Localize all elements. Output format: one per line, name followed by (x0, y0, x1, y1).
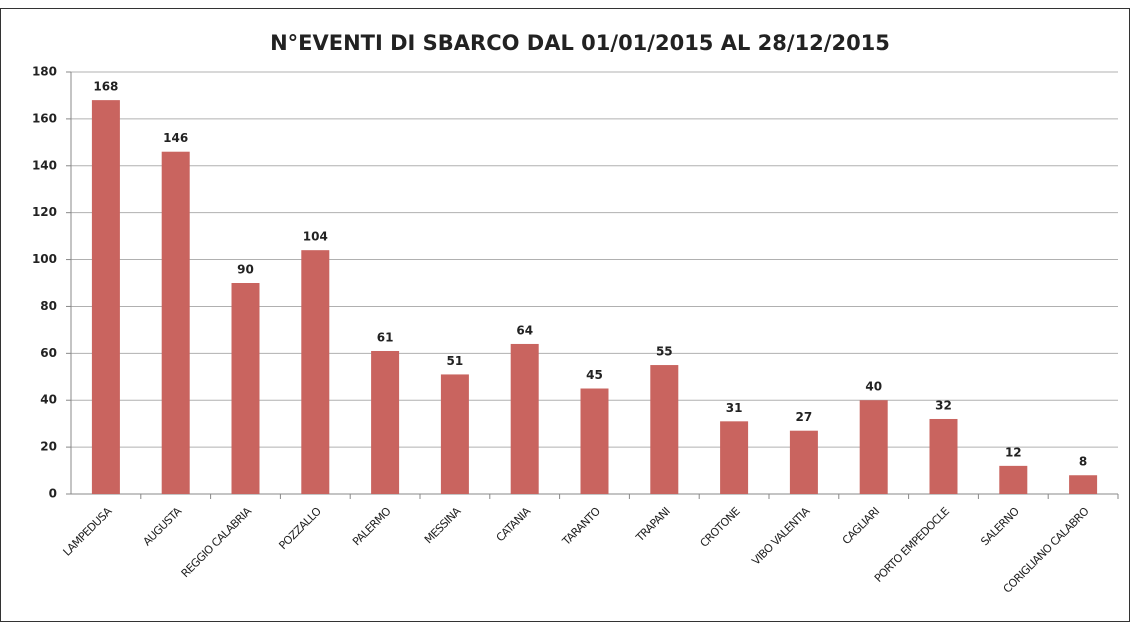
x-tick-label: LAMPEDUSA (61, 504, 115, 558)
y-tick-label: 100 (32, 252, 57, 266)
data-label: 55 (656, 345, 673, 359)
x-tick-label: MESSINA (422, 504, 464, 546)
data-label: 12 (1005, 445, 1022, 459)
bar (440, 374, 469, 494)
data-label: 8 (1079, 455, 1087, 469)
y-tick-label: 80 (40, 299, 57, 313)
data-label: 64 (516, 323, 533, 337)
data-label: 32 (935, 398, 952, 412)
data-label: 168 (93, 80, 118, 94)
data-label: 104 (303, 230, 328, 244)
bar (789, 430, 818, 494)
bar (999, 465, 1028, 494)
x-tick-label: POZZALLO (276, 504, 324, 552)
data-label: 31 (726, 401, 743, 415)
x-tick-label: TARANTO (559, 504, 603, 548)
x-tick-label: AUGUSTA (141, 504, 185, 548)
data-label: 61 (377, 330, 394, 344)
data-label: 45 (586, 368, 603, 382)
data-label: 146 (163, 131, 188, 145)
bar (1069, 475, 1098, 494)
y-tick-label: 60 (40, 346, 57, 360)
bar (161, 151, 190, 494)
x-tick-label: PORTO EMPEDOCLE (872, 505, 952, 585)
bar (371, 350, 400, 494)
bar (510, 343, 539, 494)
x-tick-label: CATANIA (494, 504, 534, 544)
bar (580, 388, 609, 494)
y-tick-label: 0 (49, 487, 57, 501)
data-label: 40 (865, 380, 882, 394)
y-tick-label: 160 (32, 111, 57, 125)
x-tick-label: SALERNO (978, 504, 1022, 548)
bar (301, 250, 330, 494)
bar (231, 283, 260, 494)
x-tick-label: VIBO VALENTIA (749, 504, 812, 567)
data-label: 90 (237, 263, 254, 277)
y-tick-label: 20 (40, 440, 57, 454)
bar (720, 421, 749, 494)
y-tick-label: 140 (32, 158, 57, 172)
chart-title: N°EVENTI DI SBARCO DAL 01/01/2015 AL 28/… (270, 31, 890, 55)
bar (91, 100, 120, 494)
bar (859, 400, 888, 494)
x-tick-label: CROTONE (698, 505, 743, 550)
y-tick-label: 120 (32, 205, 57, 219)
data-label: 51 (447, 354, 464, 368)
bar (650, 365, 679, 494)
y-tick-label: 40 (40, 393, 57, 407)
x-tick-label: REGGIO CALABRIA (179, 504, 255, 580)
x-tick-label: PALERMO (350, 504, 394, 548)
x-tick-label: CAGLIARI (840, 505, 882, 547)
data-label: 27 (796, 410, 813, 424)
x-tick-label: TRAPANI (633, 505, 673, 545)
bar (929, 418, 958, 494)
y-tick-label: 180 (32, 65, 57, 79)
